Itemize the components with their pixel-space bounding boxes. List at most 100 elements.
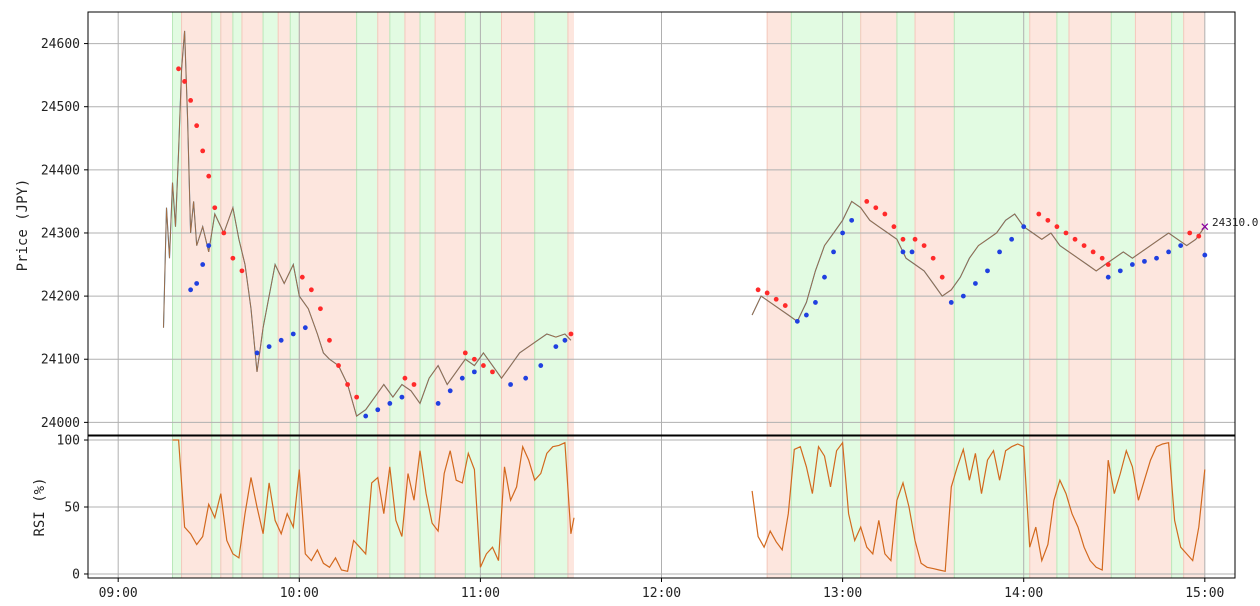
bear-region-15-price	[435, 12, 466, 435]
trend-regions	[172, 12, 1205, 578]
bull-region-27-price	[1056, 12, 1069, 435]
sar-down-point-19	[462, 350, 468, 356]
sar-up-point-44	[1178, 243, 1184, 248]
xtick-label-0: 09:00	[99, 586, 138, 601]
sar-down-point-9	[239, 268, 245, 274]
sar-up-point-33	[973, 281, 978, 286]
sar-up-point-22	[794, 318, 800, 324]
sar-down-point-42	[1081, 243, 1087, 248]
bull-region-8-price	[290, 12, 300, 435]
sar-down-point-38	[1045, 217, 1051, 223]
bull-region-2-price	[211, 12, 221, 435]
price-ytick-label-4: 24400	[41, 163, 80, 178]
bear-region-9-price	[299, 12, 357, 435]
price-ytick-label-6: 24600	[41, 37, 80, 52]
bull-region-23-price	[896, 12, 916, 435]
sar-down-point-47	[1196, 233, 1202, 239]
sar-up-point-1	[194, 281, 200, 286]
bull-region-10-price	[356, 12, 378, 435]
sar-down-point-40	[1063, 230, 1069, 236]
sar-down-point-23	[568, 331, 574, 337]
price-ytick-label-5: 24500	[41, 100, 80, 115]
bull-region-31-price	[1171, 12, 1184, 435]
sar-up-point-26	[831, 249, 836, 255]
sar-up-point-27	[840, 230, 846, 236]
bear-region-17-price	[501, 12, 535, 435]
sar-down-point-2	[188, 97, 194, 103]
axes-layer: 24000 24100 24200 24300 24400 24500 24600 0 50 10…	[41, 11, 1236, 601]
last-price-marker-b	[1201, 223, 1209, 231]
sar-down-point-29	[873, 205, 879, 211]
sar-up-point-28	[849, 217, 855, 223]
sar-up-point-43	[1166, 249, 1171, 255]
bull-region-29-price	[1111, 12, 1136, 435]
sar-down-point-12	[318, 306, 323, 312]
bear-region-32-price	[1183, 12, 1205, 435]
sar-down-point-5	[206, 173, 212, 179]
xtick-label-6: 15:00	[1185, 586, 1224, 601]
xtick-label-3: 12:00	[642, 586, 681, 601]
sar-down-point-1	[182, 79, 187, 84]
bear-region-30-price	[1135, 12, 1172, 435]
sar-up-point-16	[471, 369, 477, 375]
sar-down-point-27	[782, 303, 788, 308]
price-ytick-label-3: 24300	[41, 226, 80, 241]
sar-down-point-10	[299, 274, 305, 280]
rsi-ytick-label-1: 50	[64, 501, 80, 516]
sar-up-point-40	[1129, 262, 1135, 267]
sar-up-point-36	[1009, 236, 1015, 242]
sar-down-point-20	[471, 356, 477, 362]
sar-up-point-18	[523, 375, 529, 381]
sar-down-point-28	[864, 199, 870, 204]
sar-up-point-6	[278, 337, 284, 343]
sar-up-point-19	[538, 363, 544, 368]
sar-down-point-7	[221, 230, 227, 236]
sar-down-point-25	[764, 290, 770, 296]
sar-down-point-4	[200, 148, 206, 154]
sar-up-point-9	[363, 413, 369, 419]
sar-up-point-39	[1117, 268, 1123, 274]
bull-region-21-price	[791, 12, 861, 435]
bull-region-6-price	[263, 12, 279, 435]
xtick-label-4: 13:00	[823, 586, 862, 601]
sar-down-point-39	[1054, 224, 1060, 230]
sar-down-point-21	[481, 363, 486, 368]
sar-up-point-34	[985, 268, 990, 274]
bull-region-4-price	[232, 12, 242, 435]
rsi-y-axis-label: RSI (%)	[32, 477, 48, 536]
rsi-ytick-label-0: 0	[72, 567, 80, 582]
bull-region-14-price	[420, 12, 436, 435]
sar-down-point-26	[773, 296, 779, 302]
bull-region-25-price	[954, 12, 1030, 435]
bear-region-28-price	[1068, 12, 1112, 435]
sar-down-point-36	[939, 274, 945, 280]
bear-region-24-price	[915, 12, 955, 435]
sar-up-point-41	[1142, 258, 1147, 264]
sar-up-point-21	[562, 337, 568, 343]
sar-up-point-3	[206, 243, 212, 248]
sar-down-point-14	[336, 363, 341, 368]
sar-down-point-6	[212, 205, 218, 211]
series-layer	[162, 30, 1209, 573]
bear-region-5-price	[241, 12, 264, 435]
price-ytick-label-1: 24100	[41, 353, 80, 368]
sar-down-point-32	[900, 236, 906, 242]
price-ytick-label-0: 24000	[41, 416, 80, 431]
rsi-line	[172, 439, 1206, 573]
sar-down-point-8	[230, 255, 236, 261]
last-price-label: 24310.0	[1212, 216, 1258, 229]
price-ytick-label-2: 24200	[41, 290, 80, 305]
sar-down-point-43	[1090, 249, 1096, 255]
sar-up-point-38	[1105, 274, 1111, 280]
sar-up-point-15	[459, 375, 465, 381]
bear-region-19-price	[567, 12, 574, 435]
bull-region-12-price	[389, 12, 405, 435]
sar-up-point-11	[387, 401, 393, 406]
price-panel-frame	[87, 11, 1236, 436]
sar-up-point-45	[1202, 252, 1208, 258]
sar-down-point-22	[490, 369, 495, 375]
bear-region-22-price	[860, 12, 897, 435]
grid-lines	[88, 12, 1235, 578]
bear-region-11-price	[377, 12, 390, 435]
